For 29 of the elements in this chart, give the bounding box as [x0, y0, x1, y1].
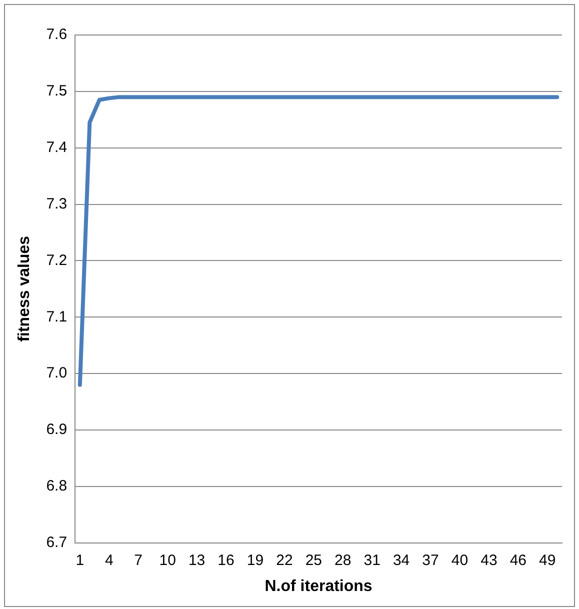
x-tick-label: 43 — [480, 552, 498, 569]
x-tick-label: 31 — [364, 552, 380, 569]
y-tick-label: 7.4 — [46, 138, 68, 156]
x-tick-label: 1 — [76, 552, 84, 569]
y-tick-label: 7.3 — [46, 195, 68, 212]
y-tick-label: 7.2 — [46, 252, 68, 269]
x-axis-title: N.of iterations — [264, 578, 372, 595]
x-tick-label: 10 — [159, 552, 176, 569]
y-tick-label: 7.1 — [46, 308, 68, 326]
x-tick-label: 4 — [104, 552, 114, 569]
x-tick-label: 46 — [510, 552, 527, 569]
y-tick-label: 7.6 — [46, 26, 68, 44]
x-tick-label: 16 — [218, 552, 234, 569]
y-tick-label: 6.8 — [46, 478, 68, 495]
x-tick-label: 28 — [334, 552, 352, 569]
y-axis-title: fitness values — [16, 236, 34, 342]
y-tick-label: 6.7 — [46, 534, 68, 551]
x-tick-label: 37 — [422, 552, 439, 569]
x-tick-label: 13 — [188, 552, 206, 569]
x-tick-label: 25 — [305, 552, 322, 569]
x-tick-label: 22 — [276, 552, 293, 569]
x-tick-label: 19 — [246, 552, 264, 569]
x-tick-label: 34 — [392, 552, 410, 569]
x-tick-label: 7 — [134, 552, 143, 569]
x-tick-label: 49 — [539, 552, 556, 569]
x-tick-label: 40 — [451, 552, 468, 569]
y-tick-label: 7.0 — [46, 364, 68, 382]
y-tick-label: 6.9 — [46, 421, 68, 438]
y-tick-label: 7.5 — [46, 82, 68, 100]
